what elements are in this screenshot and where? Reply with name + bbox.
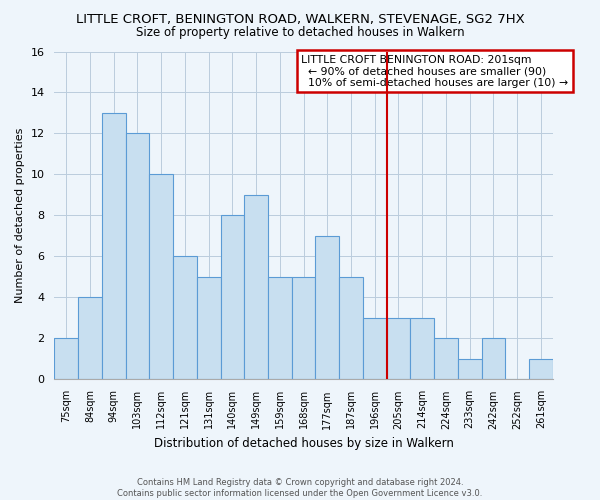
Bar bbox=[149, 174, 173, 380]
Bar bbox=[363, 318, 386, 380]
Bar bbox=[292, 277, 316, 380]
Bar bbox=[102, 113, 125, 380]
Bar bbox=[434, 338, 458, 380]
X-axis label: Distribution of detached houses by size in Walkern: Distribution of detached houses by size … bbox=[154, 437, 454, 450]
Bar bbox=[173, 256, 197, 380]
Bar bbox=[410, 318, 434, 380]
Bar bbox=[482, 338, 505, 380]
Bar bbox=[386, 318, 410, 380]
Text: Contains HM Land Registry data © Crown copyright and database right 2024.
Contai: Contains HM Land Registry data © Crown c… bbox=[118, 478, 482, 498]
Bar bbox=[339, 277, 363, 380]
Bar bbox=[197, 277, 221, 380]
Bar bbox=[55, 338, 78, 380]
Bar bbox=[529, 359, 553, 380]
Text: LITTLE CROFT BENINGTON ROAD: 201sqm
  ← 90% of detached houses are smaller (90)
: LITTLE CROFT BENINGTON ROAD: 201sqm ← 90… bbox=[301, 55, 568, 88]
Bar bbox=[268, 277, 292, 380]
Text: LITTLE CROFT, BENINGTON ROAD, WALKERN, STEVENAGE, SG2 7HX: LITTLE CROFT, BENINGTON ROAD, WALKERN, S… bbox=[76, 12, 524, 26]
Bar bbox=[221, 216, 244, 380]
Bar bbox=[458, 359, 482, 380]
Bar bbox=[244, 195, 268, 380]
Bar bbox=[316, 236, 339, 380]
Text: Size of property relative to detached houses in Walkern: Size of property relative to detached ho… bbox=[136, 26, 464, 39]
Bar bbox=[78, 298, 102, 380]
Y-axis label: Number of detached properties: Number of detached properties bbox=[15, 128, 25, 303]
Bar bbox=[125, 134, 149, 380]
